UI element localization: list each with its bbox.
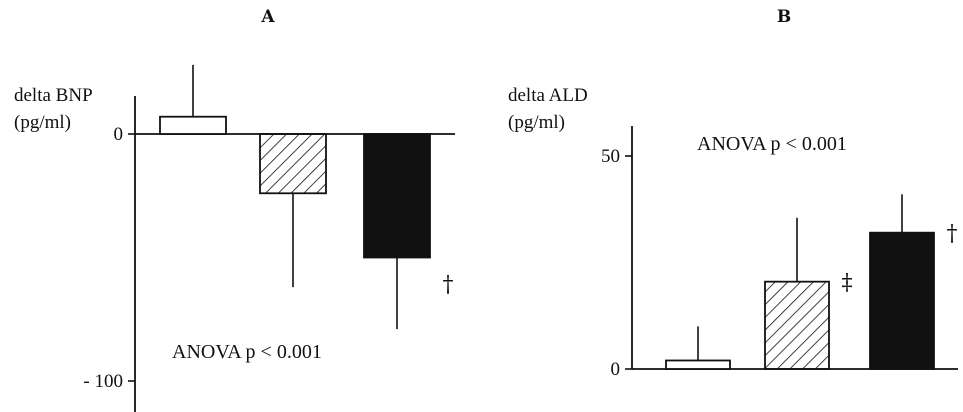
panel-b-bar: [869, 231, 935, 370]
panel-b: B delta ALD (pg/ml) ANOVA p < 0.001 0 50 ‡…: [508, 7, 958, 380]
panel-b-ylabel-line2: (pg/ml): [508, 112, 565, 133]
panel-a-anova: ANOVA p < 0.001: [172, 341, 322, 363]
panel-b-tick-label: 50: [601, 146, 620, 167]
panel-b-ylabel-line1: delta ALD: [508, 85, 588, 106]
panel-a-tick-label: - 100: [83, 371, 123, 392]
panel-b-bar: [764, 280, 830, 370]
panel-b-bar: [665, 359, 731, 370]
panel-b-significance-marker: ‡: [842, 271, 853, 296]
panel-b-significance-marker: †: [947, 222, 958, 247]
panel-b-label: B: [777, 7, 791, 27]
panel-a-bar: [259, 133, 327, 195]
panel-a-significance-marker: †: [443, 273, 454, 298]
panel-a-ylabel-line1: delta BNP: [14, 85, 93, 106]
panel-a-marks: 0 - 100 †: [83, 64, 455, 412]
panel-b-tick-label: 0: [611, 359, 621, 380]
panel-a: A delta BNP (pg/ml) ANOVA p < 0.001 0 - 1…: [14, 7, 455, 412]
panel-a-bar: [159, 115, 227, 135]
panel-a-bar: [363, 133, 431, 259]
panel-a-label: A: [260, 7, 275, 27]
panel-b-anova: ANOVA p < 0.001: [697, 133, 847, 155]
panel-a-ylabel-line2: (pg/ml): [14, 112, 71, 133]
panel-b-marks: 0 50 ‡ †: [601, 126, 958, 380]
panel-a-tick-label: 0: [114, 124, 124, 145]
